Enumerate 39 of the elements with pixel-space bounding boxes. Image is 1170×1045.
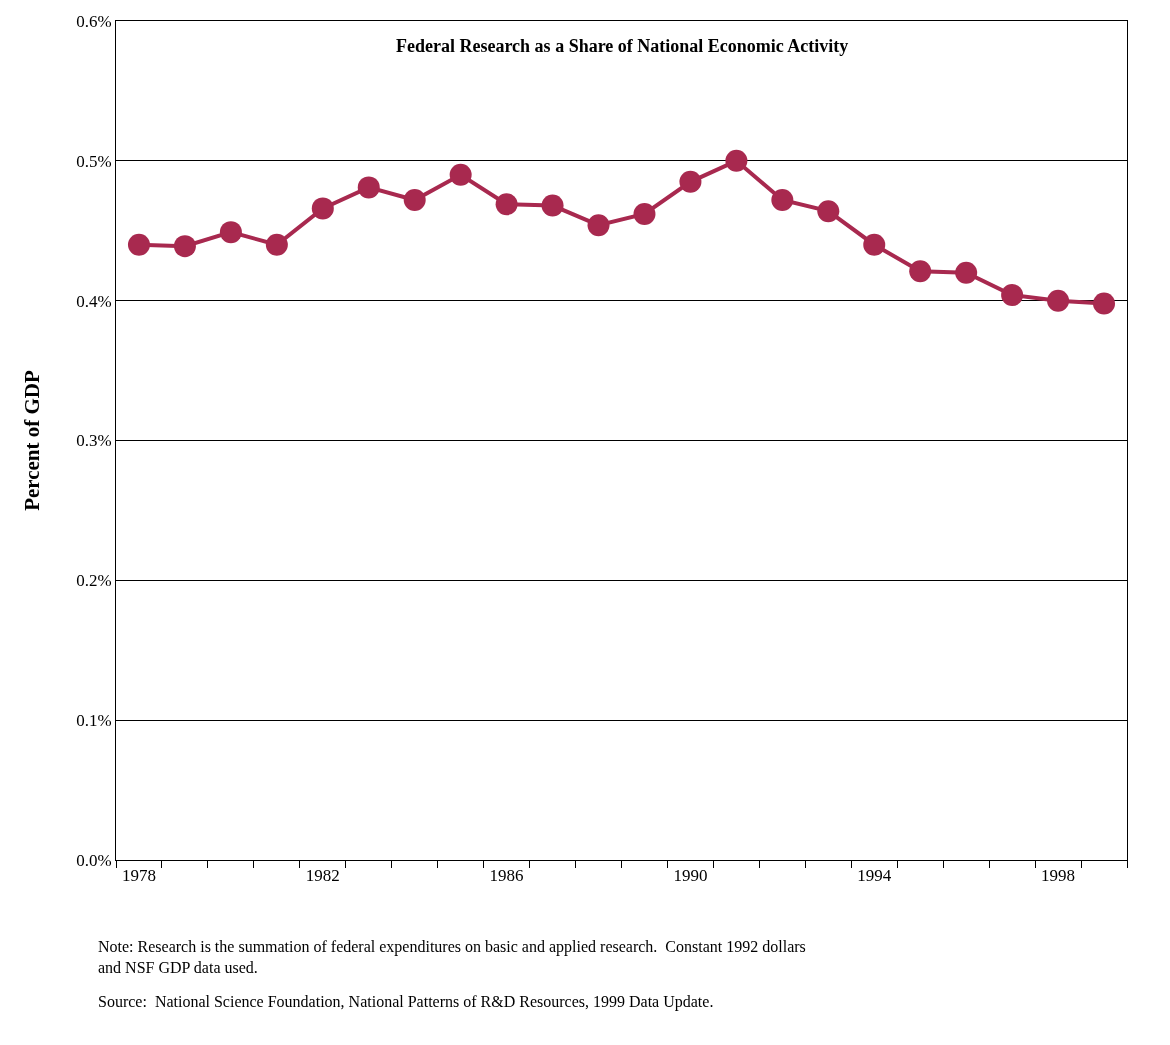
y-tick-label: 0.6% — [76, 11, 112, 31]
point — [909, 260, 932, 283]
source-note: Source: National Science Foundation, National Patterns of R&D Resources, 1999 Data Update. — [98, 993, 714, 1011]
y-tick-label: 0.2% — [76, 571, 112, 591]
point — [357, 176, 380, 199]
y-tick-label: 0.0% — [76, 850, 112, 870]
point — [449, 163, 472, 186]
x-tick-label: 1986 — [489, 866, 524, 886]
point — [403, 188, 426, 211]
y-tick-label: 0.5% — [76, 151, 112, 171]
y-tick-label: 0.4% — [76, 291, 112, 311]
x-tick-label: 1990 — [673, 866, 708, 886]
point — [265, 233, 288, 256]
point — [541, 194, 564, 217]
point — [219, 221, 242, 244]
point — [587, 214, 610, 237]
x-tick-label: 1982 — [305, 866, 340, 886]
x-tick-label: 1978 — [121, 866, 156, 886]
point — [633, 202, 656, 225]
y-tick-label: 0.3% — [76, 431, 112, 451]
point — [127, 233, 150, 256]
point — [1093, 292, 1116, 315]
y-axis-title: Percent of GDP — [20, 369, 45, 511]
text: Note: Research is the summation of federal expenditures on basic and applied research. Constant 1992 dollars and NSF GDP data used. — [98, 938, 806, 976]
x-tick-label: 1994 — [857, 866, 892, 886]
point — [955, 261, 978, 284]
point — [679, 170, 702, 193]
point — [495, 193, 518, 216]
point — [725, 149, 748, 172]
point — [817, 200, 840, 223]
point — [173, 235, 196, 258]
x-tick-label: 1998 — [1041, 866, 1076, 886]
point — [1001, 284, 1024, 307]
y-tick-label: 0.1% — [76, 711, 112, 731]
point — [771, 188, 794, 211]
point — [311, 197, 334, 220]
point — [863, 233, 886, 256]
point — [1047, 289, 1070, 312]
text: Federal Research as a Share of National Economic Activity — [396, 36, 849, 56]
